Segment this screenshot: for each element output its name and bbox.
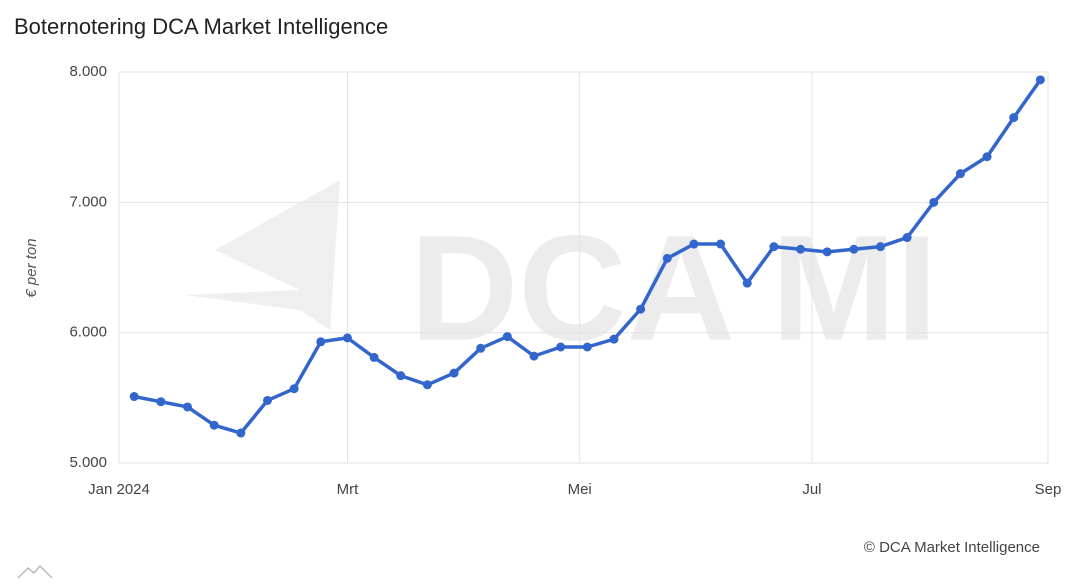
data-point [396, 371, 406, 381]
x-tick-label: Mrt [337, 481, 359, 498]
data-point [716, 239, 726, 249]
data-point [742, 278, 752, 288]
data-point [262, 395, 272, 405]
credits: © DCA Market Intelligence [864, 539, 1040, 556]
data-point [1035, 75, 1045, 85]
data-point [476, 343, 486, 353]
data-point [849, 244, 859, 254]
data-point [902, 233, 912, 243]
data-point [502, 332, 512, 342]
data-point [369, 352, 379, 362]
watermark: DCA MI [410, 204, 938, 372]
data-point [556, 342, 566, 352]
data-point [955, 169, 965, 179]
y-tick-label: 8.000 [69, 63, 107, 80]
data-point [822, 247, 832, 257]
data-point [769, 242, 779, 252]
data-point [796, 244, 806, 254]
y-tick-label: 5.000 [69, 454, 107, 471]
data-point [316, 337, 326, 347]
footer-logo [17, 564, 53, 579]
data-point [929, 197, 939, 207]
y-axis-label: € per ton [23, 238, 40, 297]
data-point [636, 304, 646, 314]
data-point [183, 402, 193, 412]
watermark-logo [185, 180, 340, 330]
data-point [1009, 113, 1019, 123]
x-tick-label: Mei [568, 481, 592, 498]
data-point [449, 368, 459, 378]
data-point [662, 253, 672, 263]
data-point [209, 420, 219, 430]
data-point [582, 342, 592, 352]
chart-title: Boternotering DCA Market Intelligence [14, 14, 388, 39]
data-point [342, 333, 352, 343]
data-point [236, 428, 246, 438]
data-point [982, 152, 992, 162]
y-tick-label: 7.000 [69, 193, 107, 210]
data-point [875, 242, 885, 252]
data-point [422, 380, 432, 390]
data-point [129, 392, 139, 402]
data-point [609, 334, 619, 344]
x-tick-label: Sep [1035, 481, 1062, 498]
x-tick-label: Jan 2024 [88, 481, 150, 498]
y-tick-label: 6.000 [69, 324, 107, 341]
data-point [156, 397, 166, 407]
data-point [689, 239, 699, 249]
x-tick-label: Jul [802, 481, 821, 498]
data-point [289, 384, 299, 394]
data-point [529, 351, 539, 361]
